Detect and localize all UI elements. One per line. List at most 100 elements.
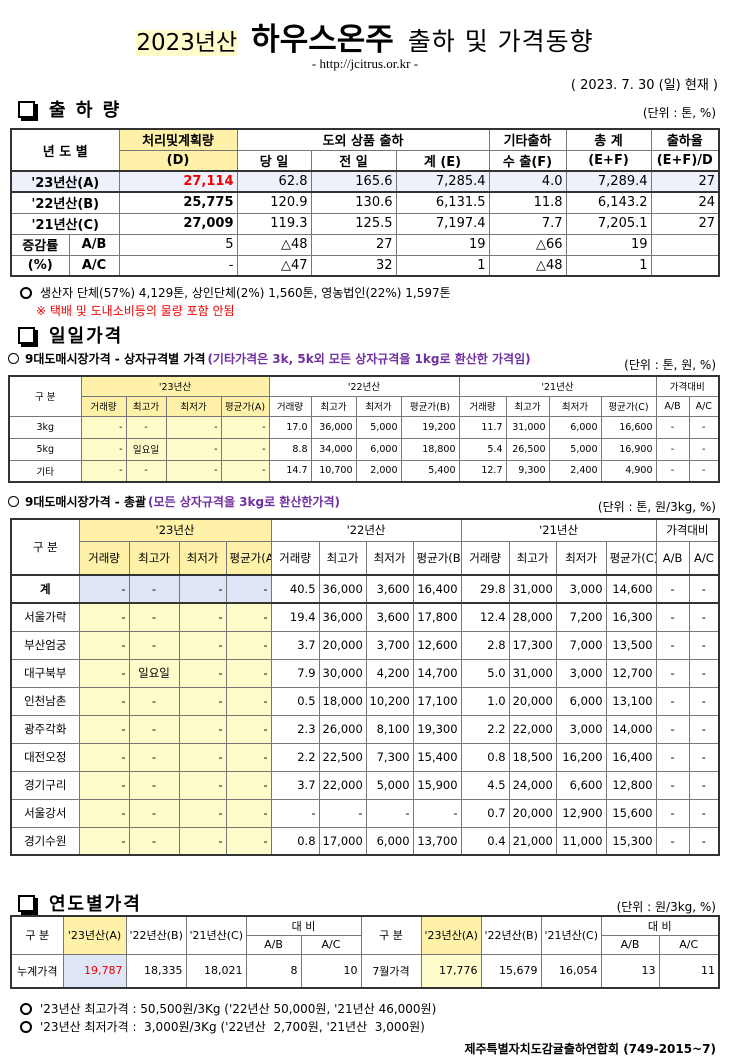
cell: 17,776 bbox=[420, 953, 482, 989]
unit: (단위 : 원/3kg, %) bbox=[616, 900, 716, 914]
cell: 12,900 bbox=[555, 798, 607, 828]
title-year: 2023년산 bbox=[136, 30, 238, 56]
cell: 125.5 bbox=[310, 212, 397, 235]
cell: - bbox=[225, 770, 272, 800]
cell: 8,100 bbox=[365, 714, 414, 744]
header-cell: 최고가 bbox=[128, 540, 180, 576]
section-icon bbox=[18, 894, 35, 912]
header-cell: 구 분 bbox=[360, 915, 422, 955]
cell: 10 bbox=[300, 953, 362, 989]
header-cell: 거래량 bbox=[270, 540, 320, 576]
cell: - bbox=[78, 658, 130, 688]
header-cell: 최고가 bbox=[125, 395, 167, 417]
section-heading: 연도별가격 bbox=[18, 890, 142, 916]
cell: - bbox=[78, 602, 130, 632]
cell: - bbox=[688, 415, 720, 439]
cell: 165.6 bbox=[310, 170, 397, 193]
header-cell: 계 (E) bbox=[395, 149, 490, 172]
cell: 5,000 bbox=[365, 770, 414, 800]
cell: - bbox=[128, 714, 180, 744]
bullet bbox=[20, 1020, 32, 1033]
header-cell: 가격대비 bbox=[655, 518, 720, 542]
cell: 16,300 bbox=[605, 602, 657, 632]
cell: 경기수원 bbox=[10, 826, 80, 856]
header-cell: 평균가(C) bbox=[600, 395, 657, 417]
cell: △66 bbox=[488, 233, 567, 256]
cell: 2,400 bbox=[548, 459, 602, 483]
cell: 4,200 bbox=[365, 658, 414, 688]
header-cell: A/B bbox=[655, 540, 690, 576]
cell: 15,300 bbox=[605, 826, 657, 856]
cell: 30,000 bbox=[318, 658, 367, 688]
cell: 4.5 bbox=[460, 770, 510, 800]
cell: - bbox=[225, 686, 272, 716]
cell: 7,300 bbox=[365, 742, 414, 772]
row: 구 분 '23년산 '22년산 '21년산 가격대비 bbox=[10, 518, 720, 576]
cell: 경기구리 bbox=[10, 770, 80, 800]
cell: 15,400 bbox=[412, 742, 462, 772]
row: 증감률 A/B 5 △48 27 19 △66 19 bbox=[10, 233, 720, 256]
subheading-note: (기타가격은 3k, 5k외 모든 상자규격을 1kg로 환산한 가격임) bbox=[207, 352, 531, 366]
cell: - bbox=[655, 630, 690, 660]
cell: 4,900 bbox=[600, 459, 657, 483]
cell: - bbox=[118, 254, 238, 277]
cell: - bbox=[165, 459, 222, 483]
cell: 6,143.2 bbox=[565, 191, 652, 214]
cell: 11.7 bbox=[458, 415, 507, 439]
header-cell: A/C bbox=[688, 540, 720, 576]
cell: 22,000 bbox=[508, 714, 557, 744]
cell: 3,000 bbox=[555, 658, 607, 688]
cell: 2.2 bbox=[460, 714, 510, 744]
header-cell: (D) bbox=[118, 149, 238, 172]
cell: 2.2 bbox=[270, 742, 320, 772]
cell: - bbox=[165, 415, 222, 439]
cell: 27 bbox=[310, 233, 397, 256]
header-cell: 최저가 bbox=[178, 540, 227, 576]
unit: (단위 : 톤, %) bbox=[642, 106, 716, 120]
cell: 36,000 bbox=[318, 602, 367, 632]
cell: 5,400 bbox=[400, 459, 460, 483]
unit: (단위 : 톤, 원/3kg, %) bbox=[597, 500, 716, 514]
title: 2023년산 하우스온주 출하 및 가격동향 bbox=[0, 14, 730, 59]
cell: - bbox=[225, 714, 272, 744]
cell: 34,000 bbox=[310, 437, 357, 461]
cell: 15,679 bbox=[480, 953, 542, 989]
note-text: '23년산 최저가격 : 3,000원/3Kg ('22년산 2,700원, '… bbox=[40, 1020, 425, 1034]
row: 3kg - - - -17.0 36,000 5,000 19,200 11.7 31,000 6,… bbox=[8, 415, 720, 439]
cell: 36,000 bbox=[318, 574, 367, 604]
cell: (%) bbox=[10, 254, 70, 277]
subheading-note: (모든 상자규격을 3kg로 환산한가격) bbox=[148, 495, 340, 509]
cell: 7월가격 bbox=[360, 953, 422, 989]
cell: - bbox=[688, 602, 720, 632]
cell: 6,000 bbox=[548, 415, 602, 439]
cell: - bbox=[688, 658, 720, 688]
cell: 19 bbox=[565, 233, 652, 256]
cell: 12.4 bbox=[460, 602, 510, 632]
row: 5kg - 일요일 - -8.8 34,000 6,000 18,800 5.4 26,500 5,… bbox=[8, 437, 720, 461]
header-cell: '22년산 bbox=[270, 518, 462, 542]
row: 인천남촌 - - - -0.5 18,000 10,200 17,100 1.0 20,000 6,… bbox=[10, 686, 720, 716]
cell: 9,300 bbox=[505, 459, 550, 483]
section-heading: 일일가격 bbox=[18, 322, 123, 348]
cell: △48 bbox=[488, 254, 567, 277]
cell: 5 bbox=[118, 233, 238, 256]
header-cell: 최고가 bbox=[505, 395, 550, 417]
cell: 3kg bbox=[8, 415, 82, 439]
cell: 22,000 bbox=[318, 770, 367, 800]
cell: 3.7 bbox=[270, 630, 320, 660]
cell: 16,400 bbox=[412, 574, 462, 604]
cell: - bbox=[688, 742, 720, 772]
section-icon bbox=[18, 100, 35, 118]
header-cell: 평균가(A) bbox=[225, 540, 272, 576]
cell: - bbox=[178, 826, 227, 856]
date: ( 2023. 7. 30 (일) 현재 ) bbox=[570, 78, 718, 93]
header-cell: 대 비 bbox=[245, 915, 362, 936]
cell: 12,600 bbox=[412, 630, 462, 660]
cell: '22년산(B) bbox=[10, 191, 120, 214]
cell: 12.7 bbox=[458, 459, 507, 483]
cell: - bbox=[655, 686, 690, 716]
row: 거래량최고가최저가평균가(A)거래량최고가최저가평균가(B)거래량최고가최저가평… bbox=[11, 540, 720, 576]
cell: - bbox=[655, 459, 690, 483]
